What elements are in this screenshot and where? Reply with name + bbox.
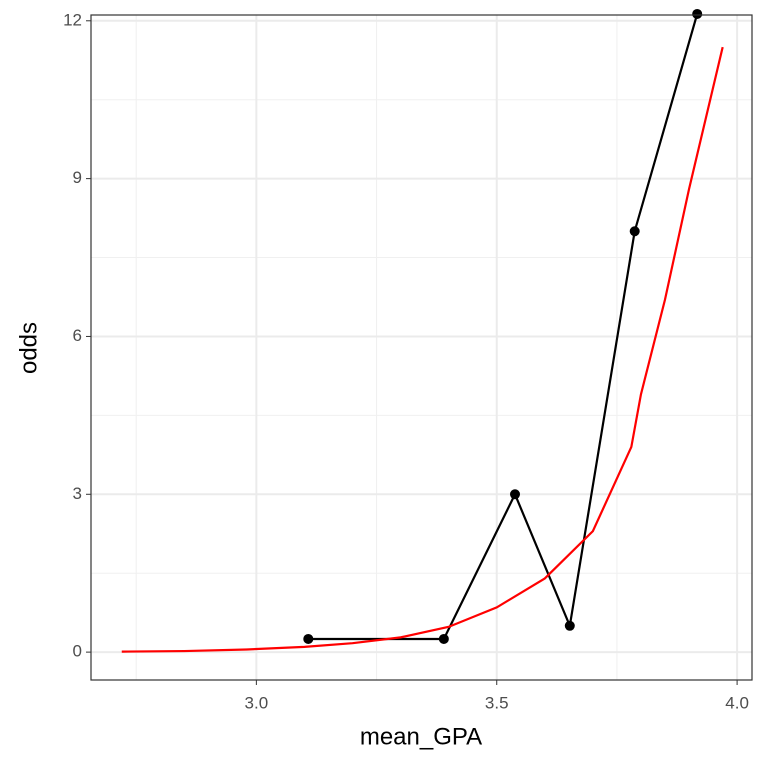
data-point	[510, 489, 521, 500]
y-tick-label: 3	[73, 484, 82, 503]
y-tick-label: 0	[73, 642, 82, 661]
x-tick-label: 3.0	[245, 693, 269, 712]
data-point	[629, 226, 640, 237]
x-tick-label: 3.5	[485, 693, 509, 712]
y-axis-title: odds	[15, 322, 42, 374]
y-tick-label: 6	[73, 326, 82, 345]
data-line	[121, 46, 724, 653]
x-axis-title: mean_GPA	[360, 723, 482, 750]
y-tick-label: 12	[63, 10, 82, 29]
panel-border	[90, 14, 753, 681]
y-tick-label: 9	[73, 168, 82, 187]
data-point	[303, 633, 314, 644]
data-point	[438, 633, 449, 644]
x-tick-label: 4.0	[725, 693, 749, 712]
data-point	[564, 620, 575, 631]
data-point	[692, 8, 703, 19]
data-line	[308, 13, 699, 641]
